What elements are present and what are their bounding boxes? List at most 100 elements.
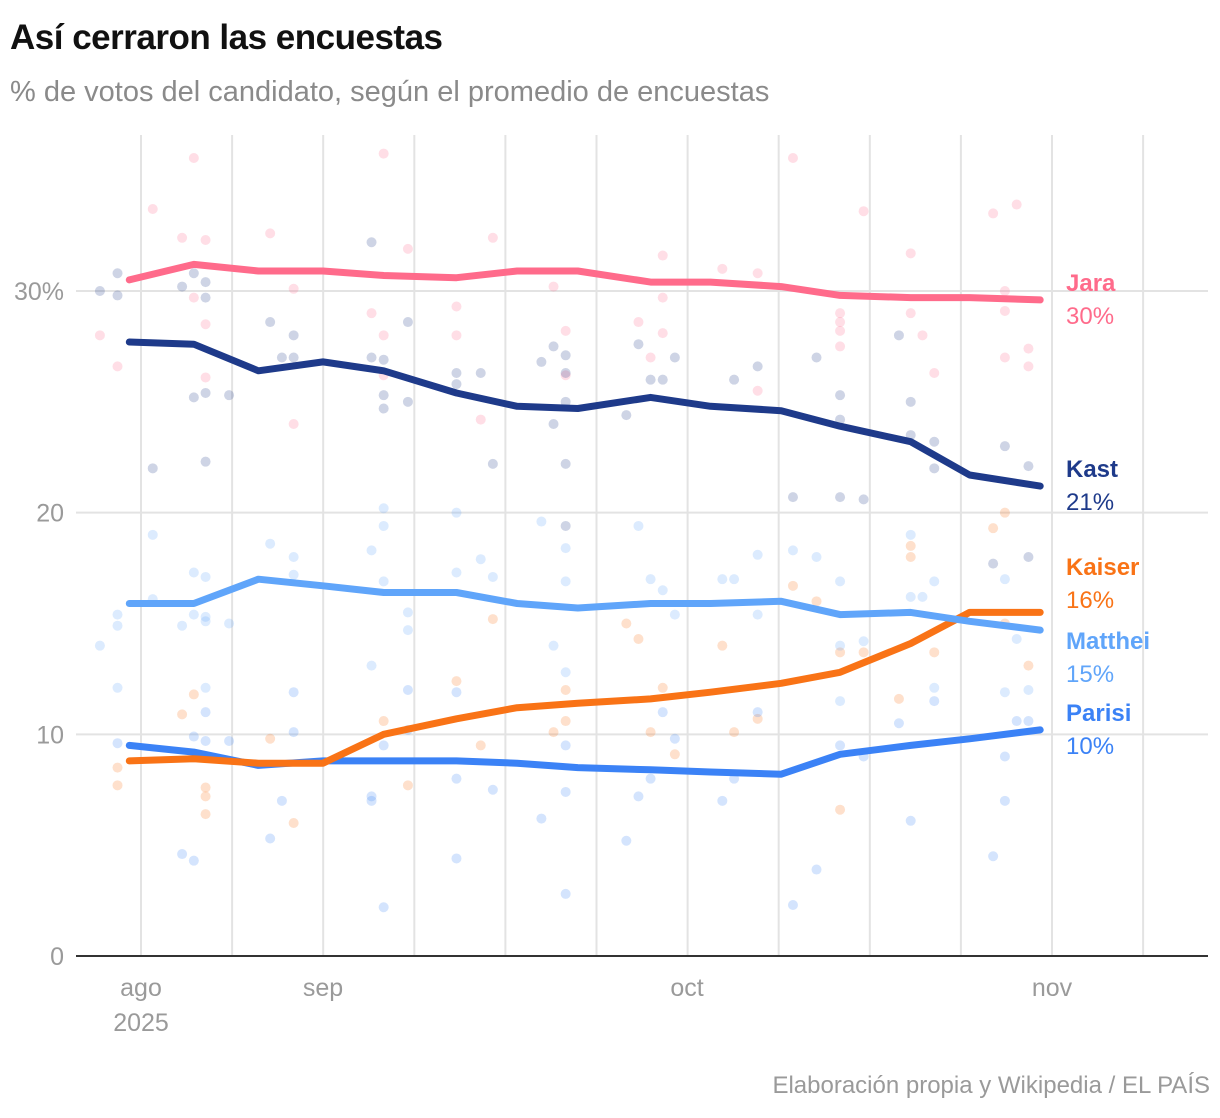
poll-point-jara — [1011, 199, 1022, 210]
poll-point-jara — [378, 330, 389, 341]
poll-point-kaiser — [560, 716, 571, 727]
poll-point-jara — [835, 308, 846, 319]
poll-point-parisi — [366, 791, 377, 802]
poll-point-parisi — [288, 687, 299, 698]
poll-point-kaiser — [645, 727, 656, 738]
poll-point-parisi — [811, 864, 822, 875]
series-label-kast: Kast — [1066, 456, 1118, 483]
poll-point-kast — [188, 268, 199, 279]
poll-point-kaiser — [752, 713, 763, 724]
poll-point-jara — [94, 330, 105, 341]
poll-point-kaiser — [621, 618, 632, 629]
poll-point-jara — [657, 292, 668, 303]
poll-point-kaiser — [835, 804, 846, 815]
poll-point-parisi — [669, 733, 680, 744]
poll-point-kaiser — [200, 791, 211, 802]
poll-point-matthei — [835, 576, 846, 587]
poll-point-jara — [200, 319, 211, 330]
poll-point-kast — [112, 268, 123, 279]
poll-point-matthei — [402, 607, 413, 618]
poll-point-jara — [288, 283, 299, 294]
poll-point-parisi — [451, 687, 462, 698]
poll-point-kast — [366, 237, 377, 248]
poll-point-matthei — [200, 616, 211, 627]
poll-point-jara — [112, 361, 123, 372]
poll-point-matthei — [811, 552, 822, 562]
poll-point-kast — [200, 292, 211, 303]
poll-point-kast — [451, 368, 462, 379]
poll-point-jara — [752, 268, 763, 279]
y-tick-label: 20 — [36, 500, 64, 528]
poll-point-kaiser — [893, 693, 904, 704]
poll-point-parisi — [717, 795, 728, 806]
poll-point-parisi — [402, 685, 413, 695]
poll-point-kaiser — [729, 727, 740, 738]
poll-point-parisi — [893, 718, 904, 729]
poll-point-jara — [999, 352, 1010, 363]
poll-point-kast — [858, 494, 869, 505]
poll-point-matthei — [999, 687, 1010, 698]
poll-point-jara — [487, 232, 498, 243]
poll-point-kaiser — [811, 596, 822, 607]
poll-point-matthei — [366, 660, 377, 671]
y-tick-label: 10 — [36, 721, 64, 749]
poll-point-parisi — [451, 773, 462, 784]
poll-point-kast — [200, 387, 211, 398]
x-tick-label: oct — [670, 974, 703, 1002]
poll-point-parisi — [112, 738, 123, 749]
poll-point-kast — [657, 374, 668, 385]
poll-point-kast — [536, 356, 547, 367]
poll-point-kaiser — [487, 614, 498, 625]
poll-point-kaiser — [929, 647, 940, 658]
poll-point-kaiser — [265, 733, 276, 744]
poll-point-matthei — [188, 609, 199, 620]
line-jara — [125, 260, 1044, 304]
poll-point-matthei — [451, 567, 462, 578]
poll-point-parisi — [1011, 716, 1022, 727]
poll-point-matthei — [752, 609, 763, 620]
poll-point-kaiser — [475, 740, 486, 751]
poll-point-matthei — [787, 545, 798, 556]
poll-point-kaiser — [200, 782, 211, 793]
poll-point-matthei — [112, 620, 123, 631]
poll-point-kast — [560, 350, 571, 361]
poll-point-kaiser — [633, 634, 644, 645]
poll-point-parisi — [265, 833, 276, 844]
poll-point-jara — [645, 352, 656, 363]
poll-point-matthei — [94, 640, 105, 651]
y-tick-label: 30% — [14, 278, 64, 306]
poll-point-matthei — [835, 640, 846, 651]
poll-point-kaiser — [560, 685, 571, 695]
poll-point-parisi — [288, 727, 299, 738]
series-value-jara: 30% — [1066, 303, 1114, 330]
poll-point-parisi — [188, 731, 199, 742]
poll-point-matthei — [560, 543, 571, 554]
poll-point-matthei — [929, 576, 940, 587]
poll-point-jara — [265, 228, 276, 239]
poll-point-kast — [378, 403, 389, 414]
poll-point-kast — [402, 396, 413, 407]
poll-point-matthei — [657, 585, 668, 596]
poll-point-jara — [560, 325, 571, 336]
poll-point-jara — [188, 292, 199, 303]
poll-point-kaiser — [905, 540, 916, 551]
poll-point-jara — [752, 385, 763, 396]
poll-point-matthei — [905, 591, 916, 602]
poll-point-matthei — [402, 625, 413, 636]
poll-point-kast — [1023, 552, 1034, 562]
poll-point-kast — [835, 492, 846, 503]
poll-point-matthei — [378, 520, 389, 531]
poll-point-jara — [188, 153, 199, 163]
poll-point-kaiser — [787, 580, 798, 591]
poll-point-jara — [657, 328, 668, 339]
poll-point-matthei — [835, 696, 846, 707]
poll-point-kast — [929, 436, 940, 447]
poll-point-parisi — [188, 855, 199, 866]
poll-point-kast — [224, 390, 235, 401]
chart-subtitle: % de votos del candidato, según el prome… — [10, 76, 770, 108]
poll-point-jara — [999, 305, 1010, 316]
poll-point-kaiser — [112, 762, 123, 773]
poll-point-kast — [621, 410, 632, 421]
poll-point-matthei — [475, 554, 486, 565]
poll-point-kaiser — [451, 676, 462, 687]
